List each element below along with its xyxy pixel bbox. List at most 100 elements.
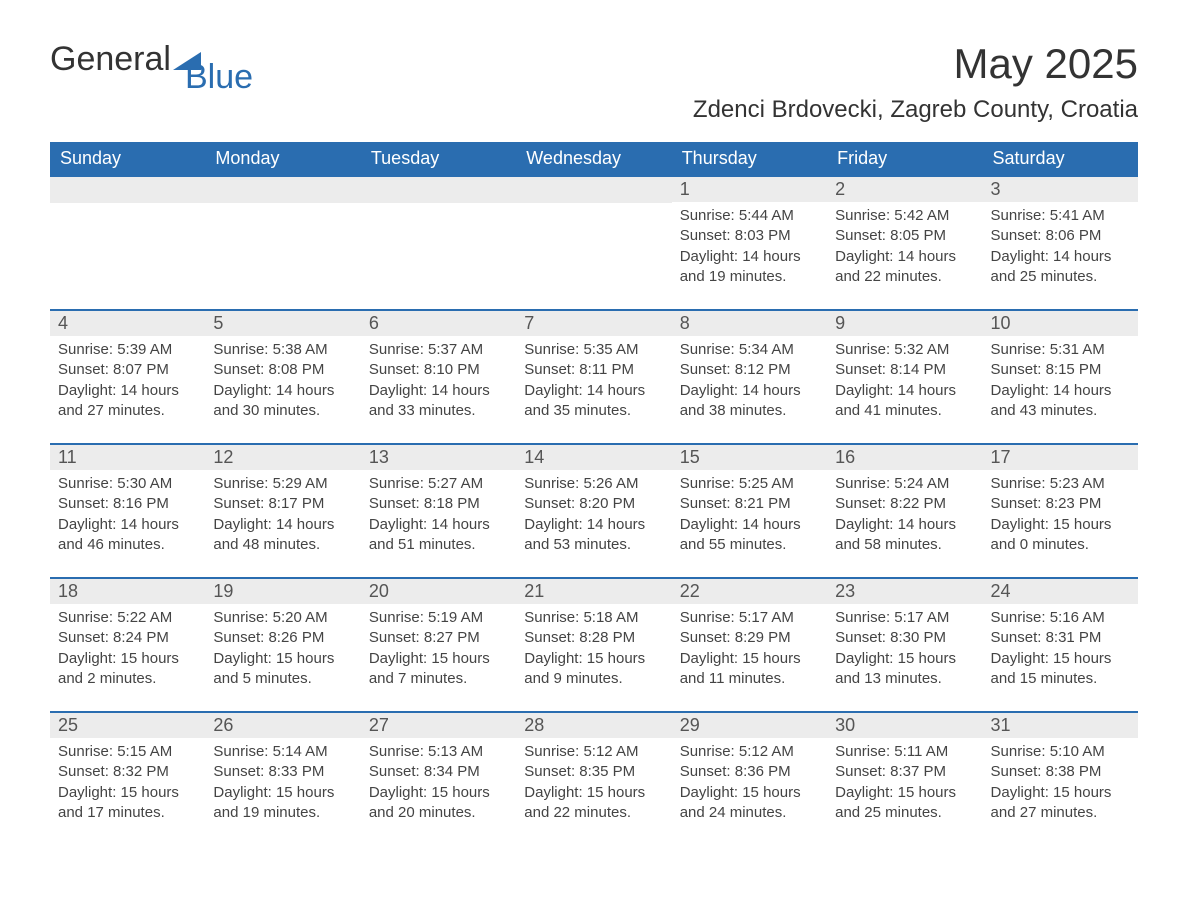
day-details: Sunrise: 5:12 AMSunset: 8:35 PMDaylight:… xyxy=(516,738,671,845)
sunrise-line: Sunrise: 5:22 AM xyxy=(58,608,197,628)
calendar-day-cell: 21Sunrise: 5:18 AMSunset: 8:28 PMDayligh… xyxy=(516,578,671,712)
day-number: 17 xyxy=(983,445,1138,470)
calendar-day-cell: 7Sunrise: 5:35 AMSunset: 8:11 PMDaylight… xyxy=(516,310,671,444)
day-number: 13 xyxy=(361,445,516,470)
month-title: May 2025 xyxy=(693,40,1138,88)
sunset-line: Sunset: 8:37 PM xyxy=(835,762,974,782)
day-number: 30 xyxy=(827,713,982,738)
calendar-day-cell: 20Sunrise: 5:19 AMSunset: 8:27 PMDayligh… xyxy=(361,578,516,712)
day-number: 9 xyxy=(827,311,982,336)
day-number: 5 xyxy=(205,311,360,336)
day-details: Sunrise: 5:10 AMSunset: 8:38 PMDaylight:… xyxy=(983,738,1138,845)
sunrise-line: Sunrise: 5:17 AM xyxy=(835,608,974,628)
calendar-day-cell: 2Sunrise: 5:42 AMSunset: 8:05 PMDaylight… xyxy=(827,176,982,310)
calendar-day-cell: 30Sunrise: 5:11 AMSunset: 8:37 PMDayligh… xyxy=(827,712,982,845)
calendar-week-row: 4Sunrise: 5:39 AMSunset: 8:07 PMDaylight… xyxy=(50,310,1138,444)
day-number: 6 xyxy=(361,311,516,336)
sunrise-line: Sunrise: 5:44 AM xyxy=(680,206,819,226)
daylight-line: Daylight: 14 hours and 51 minutes. xyxy=(369,515,508,556)
day-number: 24 xyxy=(983,579,1138,604)
sunrise-line: Sunrise: 5:16 AM xyxy=(991,608,1130,628)
daylight-line: Daylight: 15 hours and 2 minutes. xyxy=(58,649,197,690)
daylight-line: Daylight: 14 hours and 35 minutes. xyxy=(524,381,663,422)
daylight-line: Daylight: 15 hours and 25 minutes. xyxy=(835,783,974,824)
logo-text-general: General xyxy=(50,40,171,79)
day-details: Sunrise: 5:15 AMSunset: 8:32 PMDaylight:… xyxy=(50,738,205,845)
logo: General Blue xyxy=(50,40,253,79)
weekday-header: Saturday xyxy=(983,142,1138,176)
calendar-day-cell: 14Sunrise: 5:26 AMSunset: 8:20 PMDayligh… xyxy=(516,444,671,578)
daylight-line: Daylight: 14 hours and 53 minutes. xyxy=(524,515,663,556)
day-details: Sunrise: 5:22 AMSunset: 8:24 PMDaylight:… xyxy=(50,604,205,711)
calendar-day-cell: 16Sunrise: 5:24 AMSunset: 8:22 PMDayligh… xyxy=(827,444,982,578)
day-number: 25 xyxy=(50,713,205,738)
day-details: Sunrise: 5:37 AMSunset: 8:10 PMDaylight:… xyxy=(361,336,516,443)
day-details: Sunrise: 5:26 AMSunset: 8:20 PMDaylight:… xyxy=(516,470,671,577)
day-details: Sunrise: 5:35 AMSunset: 8:11 PMDaylight:… xyxy=(516,336,671,443)
calendar-day-cell: 8Sunrise: 5:34 AMSunset: 8:12 PMDaylight… xyxy=(672,310,827,444)
day-details: Sunrise: 5:32 AMSunset: 8:14 PMDaylight:… xyxy=(827,336,982,443)
sunset-line: Sunset: 8:07 PM xyxy=(58,360,197,380)
calendar-day-cell: 9Sunrise: 5:32 AMSunset: 8:14 PMDaylight… xyxy=(827,310,982,444)
day-details: Sunrise: 5:20 AMSunset: 8:26 PMDaylight:… xyxy=(205,604,360,711)
sunset-line: Sunset: 8:14 PM xyxy=(835,360,974,380)
day-number: 23 xyxy=(827,579,982,604)
day-details: Sunrise: 5:42 AMSunset: 8:05 PMDaylight:… xyxy=(827,202,982,309)
calendar-day-cell: 10Sunrise: 5:31 AMSunset: 8:15 PMDayligh… xyxy=(983,310,1138,444)
day-details: Sunrise: 5:41 AMSunset: 8:06 PMDaylight:… xyxy=(983,202,1138,309)
sunrise-line: Sunrise: 5:32 AM xyxy=(835,340,974,360)
sunset-line: Sunset: 8:06 PM xyxy=(991,226,1130,246)
day-number-empty xyxy=(361,177,516,203)
calendar-day-cell: 25Sunrise: 5:15 AMSunset: 8:32 PMDayligh… xyxy=(50,712,205,845)
calendar-day-cell: 27Sunrise: 5:13 AMSunset: 8:34 PMDayligh… xyxy=(361,712,516,845)
sunrise-line: Sunrise: 5:38 AM xyxy=(213,340,352,360)
calendar-day-cell: 23Sunrise: 5:17 AMSunset: 8:30 PMDayligh… xyxy=(827,578,982,712)
sunrise-line: Sunrise: 5:31 AM xyxy=(991,340,1130,360)
weekday-header-row: SundayMondayTuesdayWednesdayThursdayFrid… xyxy=(50,142,1138,176)
sunrise-line: Sunrise: 5:35 AM xyxy=(524,340,663,360)
day-number: 22 xyxy=(672,579,827,604)
sunrise-line: Sunrise: 5:27 AM xyxy=(369,474,508,494)
day-number: 7 xyxy=(516,311,671,336)
calendar-day-cell xyxy=(50,176,205,310)
sunset-line: Sunset: 8:20 PM xyxy=(524,494,663,514)
sunset-line: Sunset: 8:03 PM xyxy=(680,226,819,246)
day-details: Sunrise: 5:13 AMSunset: 8:34 PMDaylight:… xyxy=(361,738,516,845)
daylight-line: Daylight: 15 hours and 11 minutes. xyxy=(680,649,819,690)
calendar-day-cell: 1Sunrise: 5:44 AMSunset: 8:03 PMDaylight… xyxy=(672,176,827,310)
daylight-line: Daylight: 15 hours and 17 minutes. xyxy=(58,783,197,824)
sunset-line: Sunset: 8:05 PM xyxy=(835,226,974,246)
sunrise-line: Sunrise: 5:19 AM xyxy=(369,608,508,628)
header: General Blue May 2025 Zdenci Brdovecki, … xyxy=(50,40,1138,124)
calendar-body: 1Sunrise: 5:44 AMSunset: 8:03 PMDaylight… xyxy=(50,176,1138,845)
day-details: Sunrise: 5:23 AMSunset: 8:23 PMDaylight:… xyxy=(983,470,1138,577)
daylight-line: Daylight: 14 hours and 41 minutes. xyxy=(835,381,974,422)
calendar-week-row: 18Sunrise: 5:22 AMSunset: 8:24 PMDayligh… xyxy=(50,578,1138,712)
daylight-line: Daylight: 15 hours and 20 minutes. xyxy=(369,783,508,824)
day-number: 3 xyxy=(983,177,1138,202)
day-number: 20 xyxy=(361,579,516,604)
day-details: Sunrise: 5:19 AMSunset: 8:27 PMDaylight:… xyxy=(361,604,516,711)
day-details: Sunrise: 5:24 AMSunset: 8:22 PMDaylight:… xyxy=(827,470,982,577)
day-number: 21 xyxy=(516,579,671,604)
sunrise-line: Sunrise: 5:26 AM xyxy=(524,474,663,494)
day-number-empty xyxy=(50,177,205,203)
calendar-day-cell: 26Sunrise: 5:14 AMSunset: 8:33 PMDayligh… xyxy=(205,712,360,845)
calendar-day-cell: 22Sunrise: 5:17 AMSunset: 8:29 PMDayligh… xyxy=(672,578,827,712)
sunrise-line: Sunrise: 5:37 AM xyxy=(369,340,508,360)
sunset-line: Sunset: 8:18 PM xyxy=(369,494,508,514)
calendar-day-cell xyxy=(361,176,516,310)
calendar-day-cell: 13 Sunrise: 5:27 AMSunset: 8:18 PMDayligh… xyxy=(361,444,516,578)
calendar-day-cell: 12Sunrise: 5:29 AMSunset: 8:17 PMDayligh… xyxy=(205,444,360,578)
day-details: Sunrise: 5:30 AMSunset: 8:16 PMDaylight:… xyxy=(50,470,205,577)
weekday-header: Monday xyxy=(205,142,360,176)
sunset-line: Sunset: 8:24 PM xyxy=(58,628,197,648)
sunset-line: Sunset: 8:30 PM xyxy=(835,628,974,648)
weekday-header: Tuesday xyxy=(361,142,516,176)
daylight-line: Daylight: 15 hours and 24 minutes. xyxy=(680,783,819,824)
daylight-line: Daylight: 15 hours and 5 minutes. xyxy=(213,649,352,690)
day-number-empty xyxy=(516,177,671,203)
sunset-line: Sunset: 8:36 PM xyxy=(680,762,819,782)
day-number: 18 xyxy=(50,579,205,604)
calendar-day-cell: 6Sunrise: 5:37 AMSunset: 8:10 PMDaylight… xyxy=(361,310,516,444)
